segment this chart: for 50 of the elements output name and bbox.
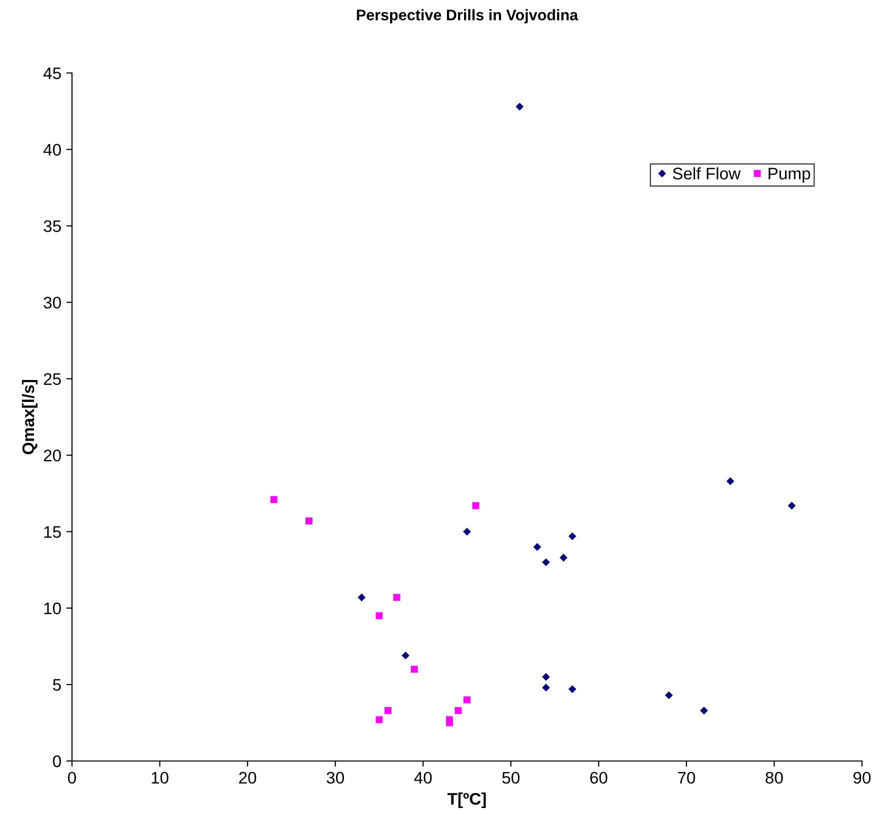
point bbox=[568, 685, 576, 694]
point bbox=[568, 532, 576, 540]
x-tick-label: 90 bbox=[854, 772, 871, 784]
point bbox=[306, 517, 312, 524]
y-tick-label: 15 bbox=[44, 526, 61, 538]
point bbox=[533, 543, 542, 551]
point bbox=[542, 672, 550, 681]
y-tick-label: 35 bbox=[44, 220, 61, 232]
point bbox=[472, 502, 480, 510]
legend-label: Self Flow bbox=[672, 167, 741, 180]
y-tick-label: 20 bbox=[44, 450, 61, 462]
point bbox=[542, 558, 550, 566]
y-tick-label: 40 bbox=[43, 144, 61, 156]
x-tick-label: 50 bbox=[502, 772, 520, 784]
y-tick-label: 10 bbox=[44, 602, 61, 614]
point bbox=[788, 502, 796, 510]
y-tick-label: 45 bbox=[43, 68, 61, 80]
y-axis-title: Qmax[l/s] bbox=[22, 380, 38, 454]
x-axis-title: T[ºC] bbox=[447, 792, 486, 808]
y-tick-label: 5 bbox=[52, 679, 61, 691]
x-tick-label: 20 bbox=[239, 772, 256, 784]
x-tick-label: 70 bbox=[678, 772, 696, 784]
point bbox=[393, 594, 400, 601]
point bbox=[358, 593, 366, 602]
point bbox=[454, 707, 462, 714]
x-tick-label: 80 bbox=[766, 772, 783, 784]
point bbox=[384, 707, 392, 714]
point bbox=[270, 496, 278, 504]
x-tick-label: 10 bbox=[152, 772, 168, 784]
point bbox=[726, 477, 734, 486]
legend-label: Pump bbox=[768, 168, 810, 183]
y-tick-label: 25 bbox=[44, 373, 61, 385]
x-tick-label: 60 bbox=[590, 772, 608, 784]
point bbox=[402, 652, 410, 660]
x-tick-label: 30 bbox=[326, 772, 344, 784]
point bbox=[560, 554, 568, 562]
point bbox=[516, 102, 524, 111]
point bbox=[664, 691, 673, 700]
point bbox=[464, 696, 470, 704]
point bbox=[446, 719, 453, 726]
y-tick-label: 30 bbox=[44, 296, 61, 309]
y-tick-label: 0 bbox=[52, 755, 61, 768]
point bbox=[542, 684, 550, 692]
x-tick-label: 0 bbox=[68, 772, 76, 784]
chart-title: Perspective Drills in Vojvodina bbox=[356, 9, 578, 24]
point bbox=[376, 716, 383, 724]
x-tick-label: 40 bbox=[414, 772, 432, 784]
point bbox=[700, 706, 708, 714]
point bbox=[410, 666, 418, 673]
point bbox=[463, 528, 471, 536]
